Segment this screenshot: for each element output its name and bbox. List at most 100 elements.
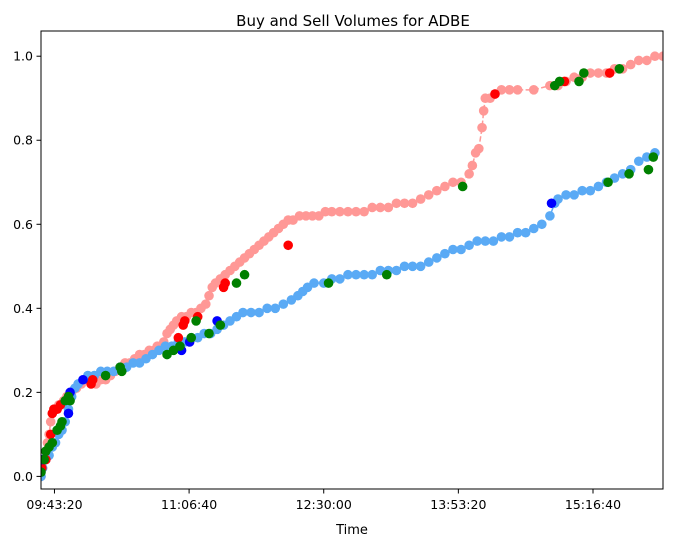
series-green-markers bbox=[41, 64, 659, 477]
data-point-sell-highlight bbox=[173, 332, 184, 343]
data-point-sell bbox=[375, 202, 386, 213]
data-point-green-markers bbox=[457, 181, 468, 192]
y-tick-label: 1.0 bbox=[13, 49, 33, 64]
data-point-buy bbox=[585, 185, 596, 196]
data-point-sell bbox=[367, 202, 377, 213]
data-point-green-markers bbox=[204, 328, 214, 339]
data-point-green-markers bbox=[614, 64, 625, 74]
data-point-buy bbox=[440, 248, 450, 259]
data-point-buy bbox=[504, 232, 515, 242]
data-point-sell bbox=[467, 160, 478, 171]
data-point-sell bbox=[423, 190, 434, 200]
y-tick-label: 0.6 bbox=[13, 217, 33, 232]
data-point-green-markers bbox=[323, 278, 334, 288]
data-point-buy bbox=[633, 156, 644, 167]
data-point-sell bbox=[474, 143, 484, 154]
data-point-buy bbox=[593, 181, 604, 192]
data-point-sell bbox=[383, 202, 394, 213]
data-point-sell bbox=[440, 181, 450, 192]
data-point-buy bbox=[278, 299, 289, 309]
plot-frame bbox=[40, 30, 664, 490]
data-point-buy bbox=[464, 240, 474, 251]
data-point-sell-highlight bbox=[283, 240, 293, 251]
y-tick-label: 0.8 bbox=[13, 133, 33, 148]
y-axis: 0.0 0.2 0.4 0.6 0.8 1.0 bbox=[13, 49, 41, 484]
data-point-sell bbox=[343, 206, 353, 217]
data-point-green-markers bbox=[65, 395, 75, 406]
data-point-green-markers bbox=[186, 332, 197, 343]
data-point-buy bbox=[423, 257, 434, 267]
data-point-buy bbox=[488, 236, 499, 246]
data-point-buy bbox=[343, 269, 353, 280]
series-layer bbox=[41, 51, 663, 482]
data-point-sell bbox=[625, 59, 636, 70]
data-point-sell bbox=[512, 85, 523, 95]
data-point-sell bbox=[391, 198, 402, 209]
data-point-buy bbox=[448, 244, 458, 255]
y-tick-label: 0.0 bbox=[13, 469, 33, 484]
data-point-green-markers bbox=[643, 164, 654, 175]
data-point-green-markers bbox=[603, 177, 613, 188]
data-point-sell bbox=[327, 206, 337, 217]
data-point-buy bbox=[407, 261, 418, 272]
data-point-buy bbox=[432, 253, 442, 263]
data-point-sell bbox=[478, 106, 489, 116]
data-point-sell bbox=[407, 198, 418, 209]
data-point-sell bbox=[528, 85, 539, 95]
data-point-buy bbox=[262, 303, 272, 314]
data-point-sell bbox=[200, 299, 211, 309]
data-point-buy bbox=[335, 274, 345, 284]
data-point-green-markers bbox=[554, 76, 565, 87]
data-point-sell-highlight bbox=[87, 374, 98, 385]
data-point-green-markers bbox=[57, 416, 67, 427]
data-point-buy bbox=[537, 219, 547, 230]
data-point-sell-highlight bbox=[220, 278, 230, 288]
data-point-buy bbox=[512, 227, 523, 238]
data-point-buy bbox=[254, 307, 264, 318]
x-axis: 09:43:20 11:06:40 12:30:00 13:53:20 15:16:40 bbox=[26, 489, 621, 512]
y-tick-label: 0.4 bbox=[13, 301, 33, 316]
data-point-sell bbox=[399, 198, 410, 209]
data-point-buy bbox=[270, 303, 281, 314]
data-point-buy-highlight bbox=[78, 374, 88, 385]
data-point-sell bbox=[351, 206, 361, 217]
data-point-green-markers bbox=[41, 454, 50, 465]
y-tick-label: 0.2 bbox=[13, 385, 33, 400]
data-point-buy bbox=[367, 269, 377, 280]
data-point-buy bbox=[528, 223, 539, 234]
data-point-green-markers bbox=[648, 152, 659, 162]
data-point-buy bbox=[415, 261, 426, 272]
data-point-buy bbox=[480, 236, 491, 246]
data-point-buy bbox=[472, 236, 483, 246]
x-tick-label: 09:43:20 bbox=[26, 497, 82, 512]
data-point-sell bbox=[650, 51, 660, 62]
x-tick-label: 15:16:40 bbox=[565, 497, 621, 512]
x-tick-label: 11:06:40 bbox=[161, 497, 217, 512]
data-point-green-markers bbox=[41, 467, 46, 477]
data-point-green-markers bbox=[116, 366, 127, 377]
data-point-sell bbox=[642, 55, 652, 66]
data-point-buy bbox=[391, 265, 402, 276]
data-point-sell-highlight bbox=[604, 68, 615, 78]
data-point-sell bbox=[335, 206, 345, 217]
chart-title: Buy and Sell Volumes for ADBE bbox=[236, 12, 470, 30]
data-point-sell-highlight bbox=[179, 316, 190, 326]
data-point-sell bbox=[415, 194, 426, 204]
data-point-green-markers bbox=[574, 76, 584, 87]
data-point-buy bbox=[351, 269, 361, 280]
data-point-green-markers bbox=[231, 278, 242, 288]
data-point-green-markers bbox=[175, 341, 185, 351]
data-point-buy bbox=[238, 307, 248, 318]
data-point-sell bbox=[448, 177, 458, 188]
data-point-green-markers bbox=[100, 370, 111, 381]
data-point-sell bbox=[593, 68, 604, 78]
data-point-sell bbox=[432, 185, 442, 196]
data-point-green-markers bbox=[215, 320, 226, 330]
x-tick-label: 12:30:00 bbox=[296, 497, 352, 512]
data-point-green-markers bbox=[47, 437, 58, 448]
data-point-sell bbox=[464, 169, 474, 179]
data-point-buy bbox=[520, 227, 531, 238]
